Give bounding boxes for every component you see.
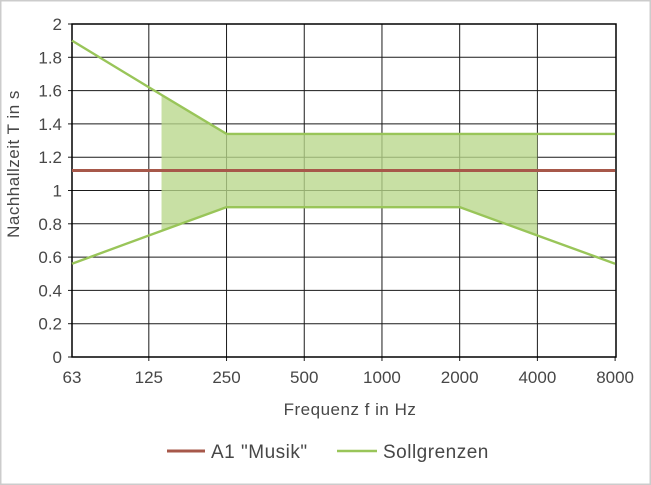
legend-label-a1-musik: A1 "Musik" xyxy=(211,442,308,463)
y-tick-label: 1.8 xyxy=(38,48,62,67)
x-tick-label: 1000 xyxy=(363,368,401,387)
x-tick-label: 250 xyxy=(212,368,240,387)
legend: A1 "Musik" Sollgrenzen xyxy=(167,442,489,463)
plot-border xyxy=(71,23,617,358)
tolerance-band xyxy=(161,94,538,236)
x-tick-label: 125 xyxy=(135,368,163,387)
x-tick-label: 8000 xyxy=(596,368,634,387)
y-tick-label: 0 xyxy=(53,348,62,367)
sollgrenzen-lower-line xyxy=(71,205,616,265)
y-tick-label: 1.2 xyxy=(38,148,62,167)
y-tick-label: 0.6 xyxy=(38,248,62,267)
y-tick-label: 2 xyxy=(53,15,62,34)
y-tick-label: 1.4 xyxy=(38,115,62,134)
x-tick-label: 500 xyxy=(290,368,318,387)
y-tick-label: 1 xyxy=(53,182,62,201)
plot-area: 2 1.8 1.6 1.4 1.2 1 0.8 0.6 0.4 0.2 063 125 250 500 10… xyxy=(38,15,634,387)
x-tick-label: 2000 xyxy=(441,368,479,387)
y-tick-label: 0.8 xyxy=(38,215,62,234)
y-tick-label: 1.6 xyxy=(38,82,62,101)
y-tick-label: 0.4 xyxy=(38,281,62,300)
x-tick-label: 63 xyxy=(63,368,82,387)
y-tick-label: 0.2 xyxy=(38,315,62,334)
x-tick-label: 4000 xyxy=(518,368,556,387)
y-axis-title: Nachhallzeit T in s xyxy=(4,90,23,238)
sollgrenzen-upper-line xyxy=(71,39,616,136)
legend-label-sollgrenzen: Sollgrenzen xyxy=(383,442,489,463)
x-axis-title: Frequenz f in Hz xyxy=(284,400,417,419)
